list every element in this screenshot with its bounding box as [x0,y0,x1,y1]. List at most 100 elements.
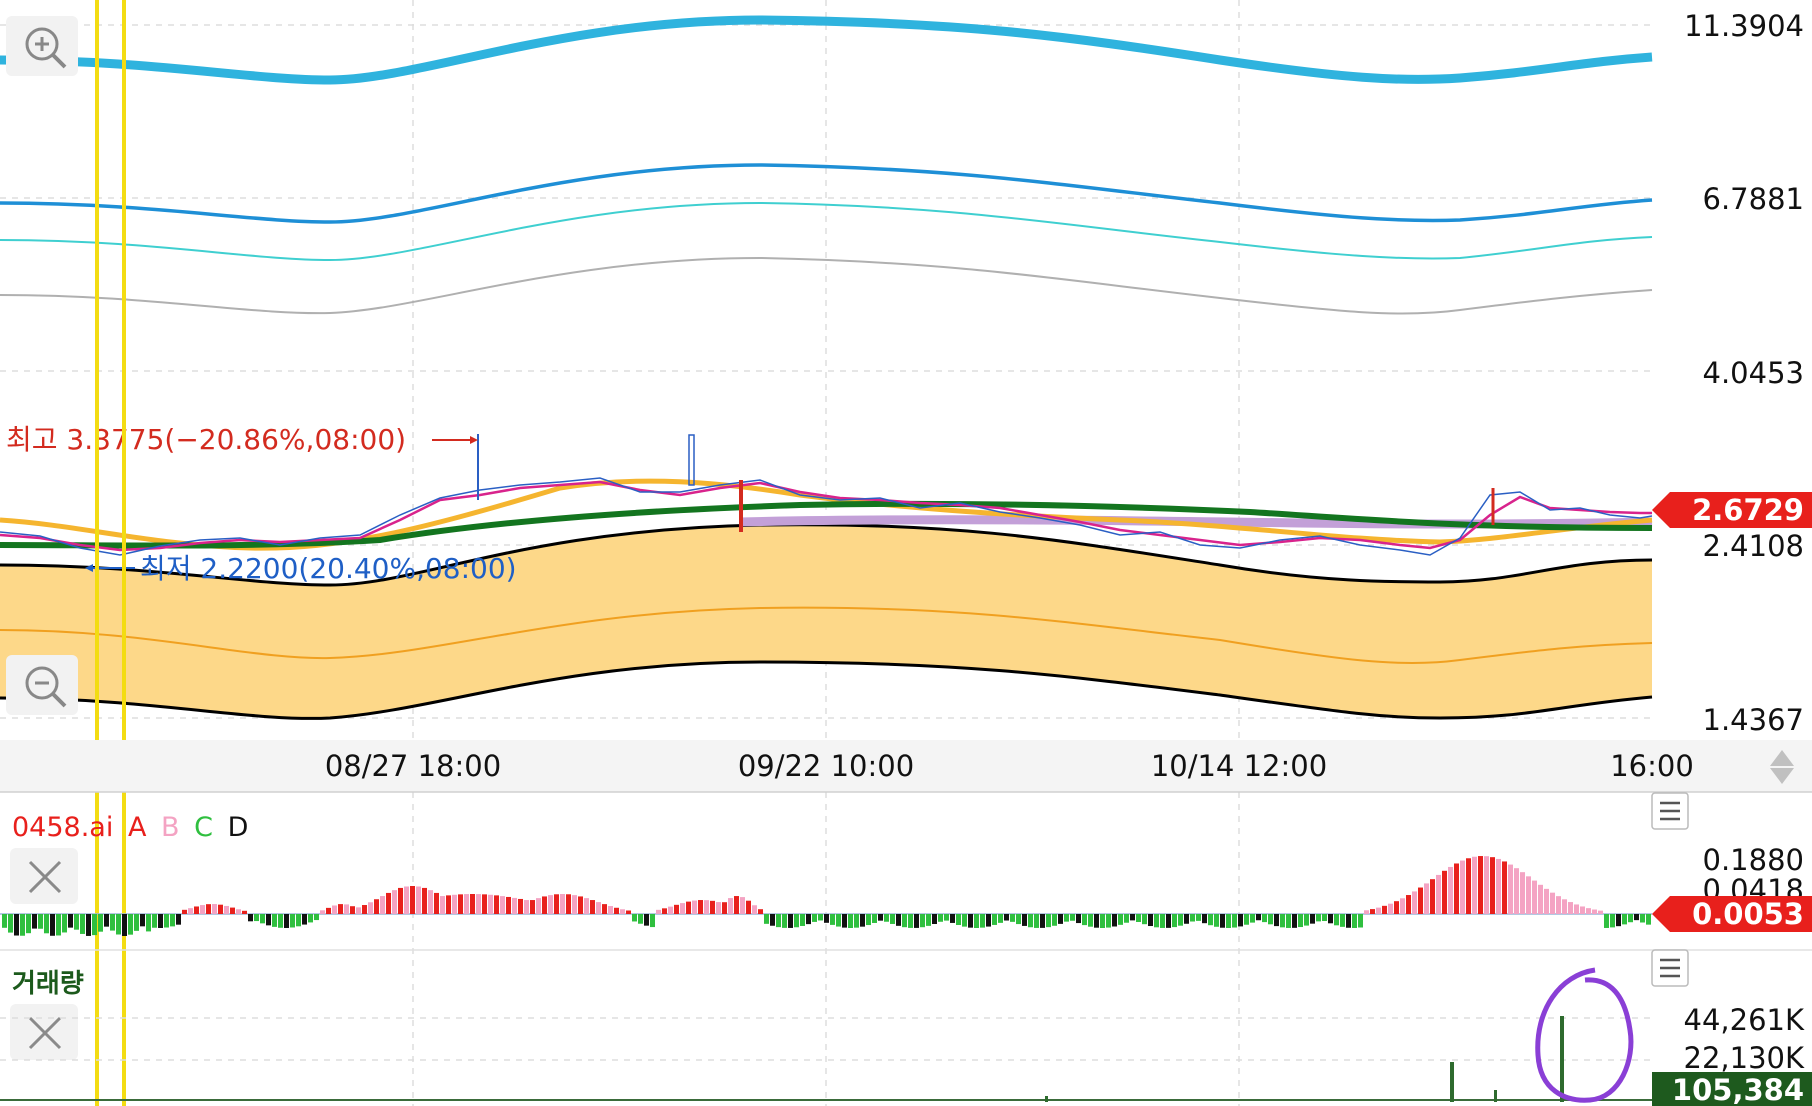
indicator-bar-positive [614,907,619,914]
indicator-bar-positive [218,904,223,914]
indicator-bar-negative [302,914,307,925]
indicator-bar-negative [1130,914,1135,921]
indicator-bar-negative [1286,914,1291,928]
indicator-bar-positive [416,886,421,914]
indicator-bar-negative [1250,914,1255,923]
indicator-bar-positive [1550,892,1555,914]
indicator-menu-button[interactable] [1651,792,1689,830]
indicator-bar-negative [8,914,13,933]
indicator-bar-positive [620,909,625,914]
indicator-bar-positive [626,910,631,914]
indicator-bar-positive [362,905,367,914]
indicator-bar-negative [1184,914,1189,924]
indicator-bar-positive [464,894,469,914]
indicator-bar-negative [1304,914,1309,926]
indicator-bar-negative [1316,914,1321,922]
indicator-bar-negative [1040,914,1045,928]
indicator-bar-negative [920,914,925,928]
indicator-bar-positive [446,895,451,914]
indicator-bar-positive [242,910,247,914]
indicator-bar-positive [380,896,385,914]
indicator-bar-positive [368,902,373,914]
indicator-bar-negative [1136,914,1141,922]
indicator-name: 0458.ai [12,812,113,843]
volume-label-1: 44,261K [1684,1003,1805,1037]
indicator-bar-negative [836,914,841,927]
indicator-bar-negative [1604,914,1609,928]
indicator-bar-negative [1322,914,1327,922]
indicator-bar-negative [998,914,1003,923]
price-axis-panel [1655,0,1812,740]
cloud-upper-edge [0,523,1653,587]
indicator-close-button[interactable] [10,848,78,904]
indicator-bar-positive [722,902,727,914]
close-icon [28,860,62,894]
price-label-4: 2.4108 [1703,529,1804,563]
low-arrow-head [85,564,93,572]
indicator-bar-negative [992,914,997,925]
indicator-bar-positive [326,907,331,914]
indicator-bar-negative [1142,914,1147,925]
zoom-in-button[interactable] [6,16,78,76]
scroll-arrows-icon[interactable] [1770,750,1794,784]
indicator-bar-negative [248,914,253,922]
indicator-bar-negative [1298,914,1303,928]
time-label-3: 10/14 12:00 [1151,749,1327,783]
indicator-bar-negative [140,914,145,927]
zoom-out-button[interactable] [6,655,78,715]
indicator-bar-positive [320,910,325,914]
indicator-bar-negative [122,914,127,936]
indicator-bar-negative [266,914,271,926]
indicator-bar-positive [386,892,391,914]
indicator-current-badge: 0.0053 [1652,896,1812,932]
indicator-bar-positive [554,894,559,914]
time-label-2: 09/22 10:00 [738,749,914,783]
indicator-bar-positive [740,897,745,914]
indicator-bar-positive [200,905,205,914]
indicator-bar-negative [848,914,853,928]
volume-title: 거래량 [12,969,84,999]
current-price-badge: 2.6729 [1652,492,1812,528]
indicator-bar-positive [428,890,433,914]
indicator-bar-positive [734,896,739,914]
high-arrow-head [470,436,478,444]
indicator-bar-positive [482,894,487,914]
indicator-bar-negative [782,914,787,928]
volume-menu-button[interactable] [1651,949,1689,987]
indicator-bar-negative [1358,914,1363,928]
indicator-bar-positive [404,886,409,914]
indicator-bar-positive [566,894,571,914]
indicator-bar-negative [1610,914,1615,928]
indicator-bar-positive [338,904,343,914]
indicator-bar-negative [80,914,85,934]
indicator-bar-positive [518,898,523,914]
time-label-4: 16:00 [1610,749,1694,783]
indicator-bar-positive [746,900,751,914]
indicator-bar-negative [1208,914,1213,926]
indicator-bar-negative [38,914,43,929]
indicator-bar-positive [1472,856,1477,914]
indicator-bar-positive [1382,905,1387,914]
price-series [0,480,1652,552]
indicator-bar-negative [890,914,895,924]
indicator-bar-positive [674,904,679,914]
indicator-bar-negative [908,914,913,928]
indicator-bar-positive [1376,907,1381,914]
indicator-bar-positive [686,901,691,914]
indicator-bar-positive [458,894,463,914]
indicator-bar-positive [590,900,595,914]
indicator-bar-negative [1160,914,1165,928]
zoom-out-icon [25,666,67,708]
price-series-blue [0,477,1653,556]
indicator-bar-negative [926,914,931,926]
indicator-series-c: C [194,812,213,843]
indicator-bar-negative [902,914,907,928]
indicator-bar-negative [770,914,775,926]
volume-close-button[interactable] [10,1004,78,1060]
indicator-bar-negative [776,914,781,928]
indicator-bar-negative [146,914,151,932]
indicator-bar-negative [854,914,859,928]
indicator-bar-positive [224,905,229,914]
indicator-bar-positive [1388,903,1393,914]
